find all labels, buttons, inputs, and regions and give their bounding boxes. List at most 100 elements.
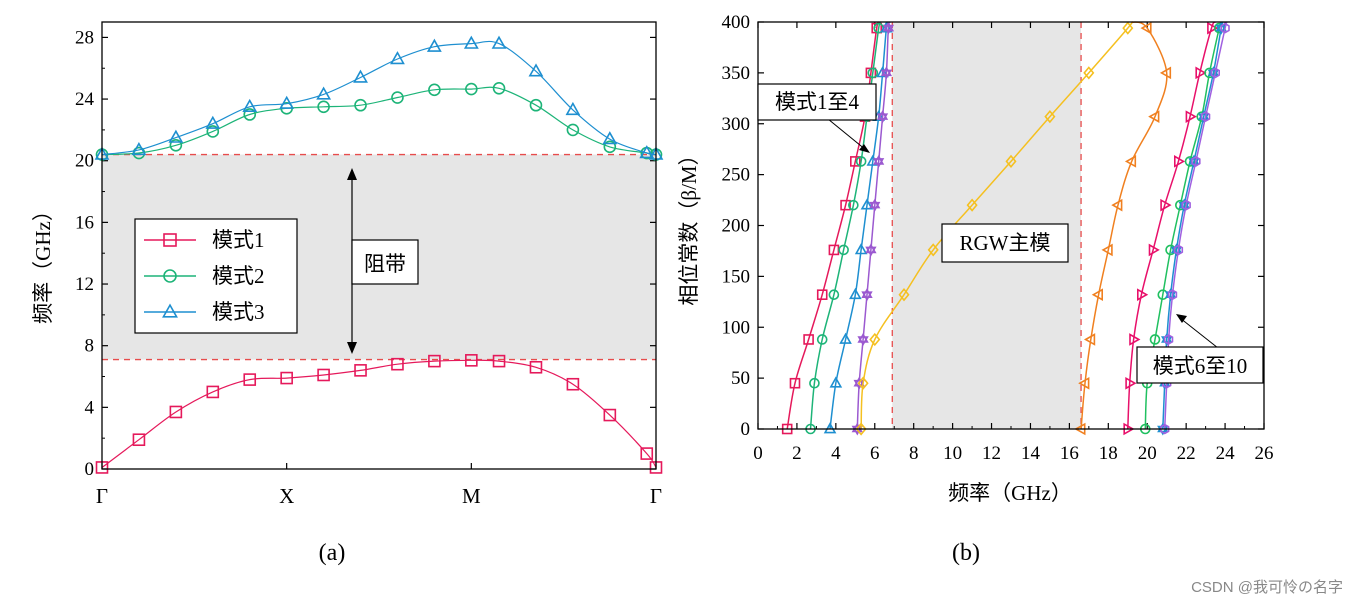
b-data-point (838, 244, 849, 256)
b-series-line (829, 21, 890, 430)
b-x-tick-label: 10 (943, 443, 962, 464)
a-data-point (390, 51, 405, 65)
a-data-point (243, 373, 257, 386)
b-data-point (1181, 199, 1191, 211)
a-gap-label: 阻带 (364, 252, 406, 276)
a-data-point (529, 360, 543, 374)
a-y-tick-label: 16 (75, 212, 94, 233)
a-data-point (279, 95, 295, 109)
b-data-point (828, 289, 840, 300)
a-series-2 (95, 81, 663, 161)
a-series-1 (95, 354, 663, 474)
b-series-line (809, 21, 882, 430)
b-annotation-rgw: RGW主模 (960, 231, 1051, 255)
b-x-tick-label: 20 (1138, 443, 1157, 464)
b-data-point (851, 425, 863, 436)
watermark: CSDN @我可怜の名字 (1191, 579, 1343, 596)
b-x-tick-label: 8 (909, 443, 919, 464)
b-data-point (849, 287, 862, 300)
a-data-point (242, 98, 258, 112)
b-data-point (882, 24, 895, 35)
a-data-point (603, 408, 617, 422)
b-x-axis-label: 频率（GHz） (948, 481, 1072, 505)
b-data-point (1044, 109, 1056, 124)
a-data-point (353, 69, 368, 83)
a-data-point (426, 38, 442, 52)
a-data-point (391, 91, 404, 104)
a-legend-marker (163, 233, 177, 247)
a-gap-arrow-up (347, 168, 357, 180)
a-data-point (354, 98, 367, 112)
b-data-point (1091, 288, 1103, 301)
b-x-tick-label: 16 (1060, 443, 1079, 464)
b-data-point (867, 67, 879, 79)
b-data-point (816, 289, 828, 300)
a-data-point (603, 140, 617, 154)
b-data-point (857, 336, 869, 346)
b-series-line (1080, 21, 1168, 430)
b-data-point (1122, 21, 1134, 35)
b-series-line (860, 21, 1133, 430)
b-annotation-arrowhead-modes1to4 (859, 144, 870, 153)
a-plot-frame (101, 21, 657, 470)
b-x-tick-label: 18 (1099, 443, 1118, 464)
b-data-point (1125, 376, 1137, 390)
b-data-point (1111, 198, 1123, 212)
b-data-point (869, 332, 881, 347)
b-annotation-box-modes6to10 (1136, 346, 1264, 384)
b-y-tick-label: 350 (722, 63, 751, 84)
a-data-point (316, 86, 332, 100)
a-tick-labels: 0 4 8 12 16 20 24 28 Γ X M Γ (75, 27, 662, 508)
a-series-line (101, 359, 657, 468)
a-x-tick-label: Γ (650, 484, 662, 508)
b-data-point (1220, 22, 1230, 34)
b-series-4 (851, 21, 895, 436)
a-series-line (101, 86, 657, 156)
a-y-tick-label: 28 (75, 27, 94, 48)
b-data-point (1137, 288, 1149, 301)
b-data-point (839, 332, 852, 344)
b-data-point (853, 379, 865, 390)
b-data-point (927, 243, 939, 257)
b-x-tick-label: 4 (831, 443, 841, 464)
a-legend-label: 模式3 (212, 300, 265, 324)
b-data-point (880, 69, 893, 80)
a-data-point (465, 82, 478, 96)
b-x-tick-label: 26 (1255, 443, 1274, 464)
b-annotation-arrowhead-modes6to10 (1176, 314, 1187, 323)
b-x-tick-label: 12 (982, 443, 1001, 464)
a-data-point (492, 81, 506, 95)
b-data-point (873, 158, 885, 168)
a-y-tick-label: 4 (85, 397, 95, 418)
a-legend-marker (163, 269, 177, 283)
b-data-point (1185, 110, 1197, 123)
b-data-point (855, 156, 867, 167)
b-data-point (861, 288, 873, 299)
a-data-point (565, 101, 581, 116)
b-data-point (861, 291, 873, 302)
b-series-5 (855, 21, 1134, 436)
a-data-point (391, 357, 404, 371)
a-data-point (243, 108, 257, 121)
b-data-point (873, 154, 885, 165)
b-annotation-box-rgw (941, 223, 1069, 263)
b-y-tick-label: 200 (722, 216, 751, 237)
a-data-point (492, 354, 506, 368)
a-data-point (280, 371, 293, 385)
a-y-axis-label: 频率（GHz） (31, 200, 55, 324)
b-data-point (1148, 243, 1160, 257)
a-x-tick-label: Γ (96, 484, 108, 508)
a-data-point (206, 385, 220, 399)
b-data-point (966, 198, 978, 212)
b-y-tick-label: 400 (722, 12, 751, 33)
b-data-point (898, 288, 910, 302)
b-x-tick-label: 24 (1216, 443, 1236, 464)
a-x-tick-label: X (279, 484, 294, 508)
b-x-tick-label: 6 (870, 443, 880, 464)
b-data-point (823, 422, 837, 434)
b-data-point (840, 199, 851, 211)
b-data-point (850, 156, 861, 167)
b-data-point (1140, 21, 1152, 35)
